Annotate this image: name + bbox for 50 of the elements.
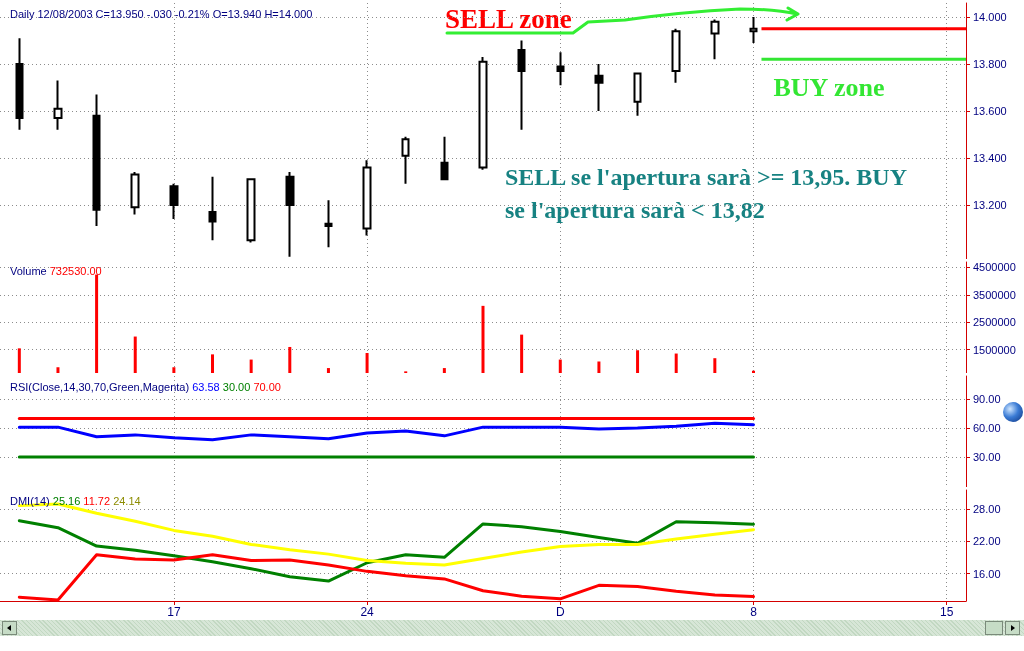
candlestick [130, 171, 140, 216]
y-tick-label: 30.00 [973, 451, 1001, 464]
chart-title: Daily 12/08/2003 C=13.950 -.030 -0.21% O=13.940 H=14.000 [10, 7, 313, 20]
y-tick-label: 22.00 [973, 535, 1001, 548]
candlestick [401, 135, 410, 185]
candlestick [749, 16, 758, 44]
chart-title: Volume 732530.00 [10, 264, 102, 277]
line-series [17, 519, 755, 583]
x-tick-label: 24 [360, 605, 375, 619]
y-tick-label: 16.00 [973, 567, 1001, 580]
candlestick [556, 51, 565, 87]
chart-title: DMI(14) 25.16 11.72 24.14 [10, 494, 141, 507]
candlestick [92, 93, 101, 228]
chart-title: RSI(Close,14,30,70,Green,Magenta) 63.58 30.00 70.00 [10, 380, 281, 393]
x-tick-label: 15 [940, 605, 954, 619]
candlestick [324, 199, 333, 249]
y-tick-label: 3500000 [973, 288, 1016, 301]
candlestick [285, 171, 295, 258]
y-tick-label: 14.000 [973, 11, 1007, 24]
candlestick [53, 79, 63, 131]
y-tick-label: 1500000 [973, 343, 1016, 356]
y-tick-label: 13.400 [973, 152, 1007, 165]
y-tick-label: 13.600 [973, 105, 1007, 118]
y-tick-label: 60.00 [973, 422, 1001, 435]
candlestick [710, 18, 720, 61]
candlestick [633, 72, 642, 117]
candlestick [671, 27, 681, 84]
candlestick [362, 159, 372, 237]
x-tick-label: 17 [167, 605, 181, 619]
y-tick-label: 13.800 [973, 58, 1007, 71]
candlestick [517, 39, 526, 131]
y-tick-label: 4500000 [973, 261, 1016, 274]
candlestick [15, 37, 24, 131]
y-tick-label: 13.200 [973, 198, 1007, 211]
x-tick-label: D [555, 605, 565, 619]
y-tick-label: 28.00 [973, 502, 1001, 515]
candlestick [440, 135, 449, 181]
ref-line-label: BUY zone [773, 72, 885, 102]
candlestick [478, 56, 488, 171]
annotation: SELL se l'apertura sarà >= 13,95. BUY se l'apertura sarà < 13,82 [505, 163, 913, 223]
candlestick [169, 182, 179, 221]
y-tick-label: 90.00 [973, 393, 1001, 406]
candlestick [594, 63, 604, 113]
x-tick-label: 8 [750, 605, 758, 619]
y-tick-label: 2500000 [973, 316, 1016, 329]
line-series [17, 553, 755, 602]
candlestick [208, 175, 217, 242]
annotation: SELL zone [445, 3, 572, 34]
candlestick [246, 178, 256, 244]
line-series [17, 421, 755, 442]
